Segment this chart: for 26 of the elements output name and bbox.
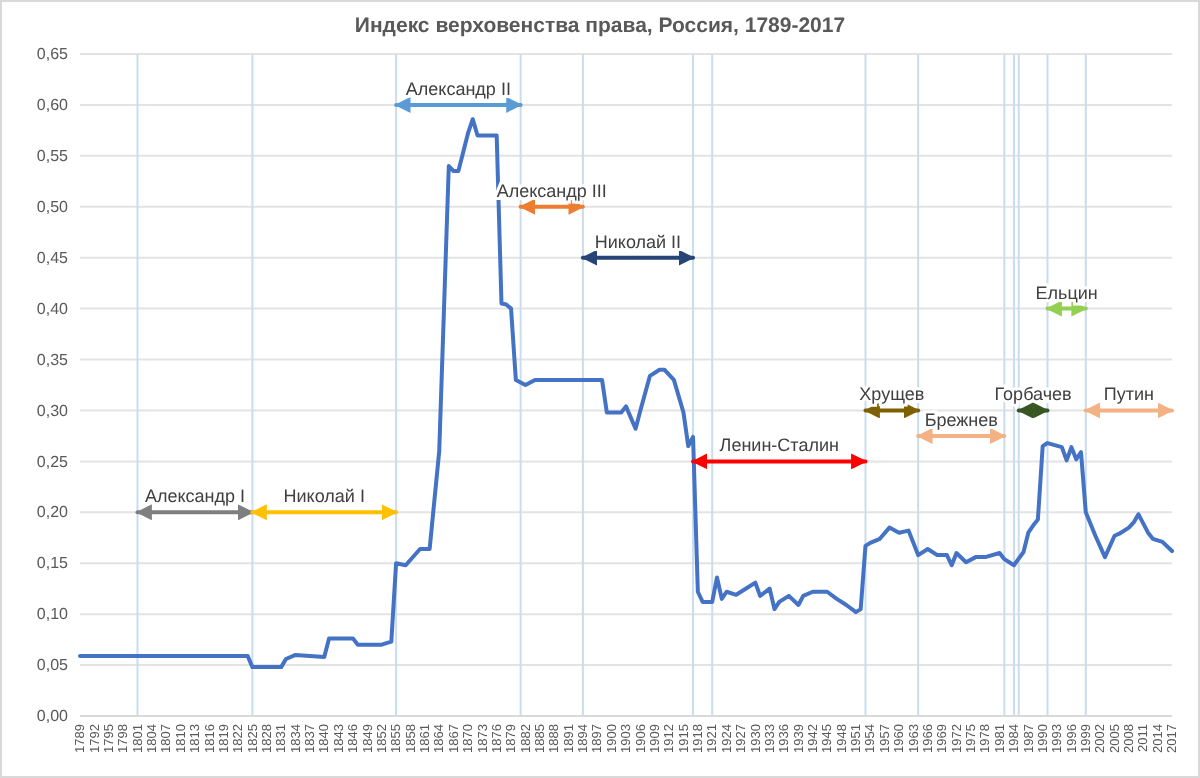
y-tick-label: 0,40 xyxy=(36,299,70,318)
series-label: Николай I xyxy=(283,486,365,507)
series-label: Горбачев xyxy=(994,384,1073,405)
series-label: Ленин-Сталин xyxy=(719,435,839,456)
series-label: Александр II xyxy=(405,78,511,99)
y-tick-label: 0,25 xyxy=(36,452,70,471)
line-series xyxy=(78,117,1174,670)
y-tick-label: 0,05 xyxy=(36,656,70,675)
y-tick-label: 0,00 xyxy=(36,707,70,726)
series-label: Александр I xyxy=(144,486,245,507)
y-tick-label: 0,20 xyxy=(36,503,70,522)
y-tick-label: 0,55 xyxy=(36,146,70,165)
chart-title: Индекс верховенства права, Россия, 1789-2017 xyxy=(354,14,846,38)
series-label: Брежнев xyxy=(924,409,999,430)
y-tick-label: 0,15 xyxy=(36,554,70,573)
y-tick-label: 0,30 xyxy=(36,401,70,420)
y-tick-label: 0,10 xyxy=(36,605,70,624)
y-tick-label: 0,50 xyxy=(36,197,70,216)
y-tick-label: 0,35 xyxy=(36,350,70,369)
y-tick-label: 0,60 xyxy=(36,96,70,115)
series-label: Хрущев xyxy=(859,384,925,405)
series-label: Путин xyxy=(1103,384,1155,405)
series-label: Ельцин xyxy=(1035,282,1098,303)
y-tick-label: 0,65 xyxy=(36,45,70,64)
series-label: Николай II xyxy=(594,231,682,252)
y-tick-label: 0,45 xyxy=(36,248,70,267)
